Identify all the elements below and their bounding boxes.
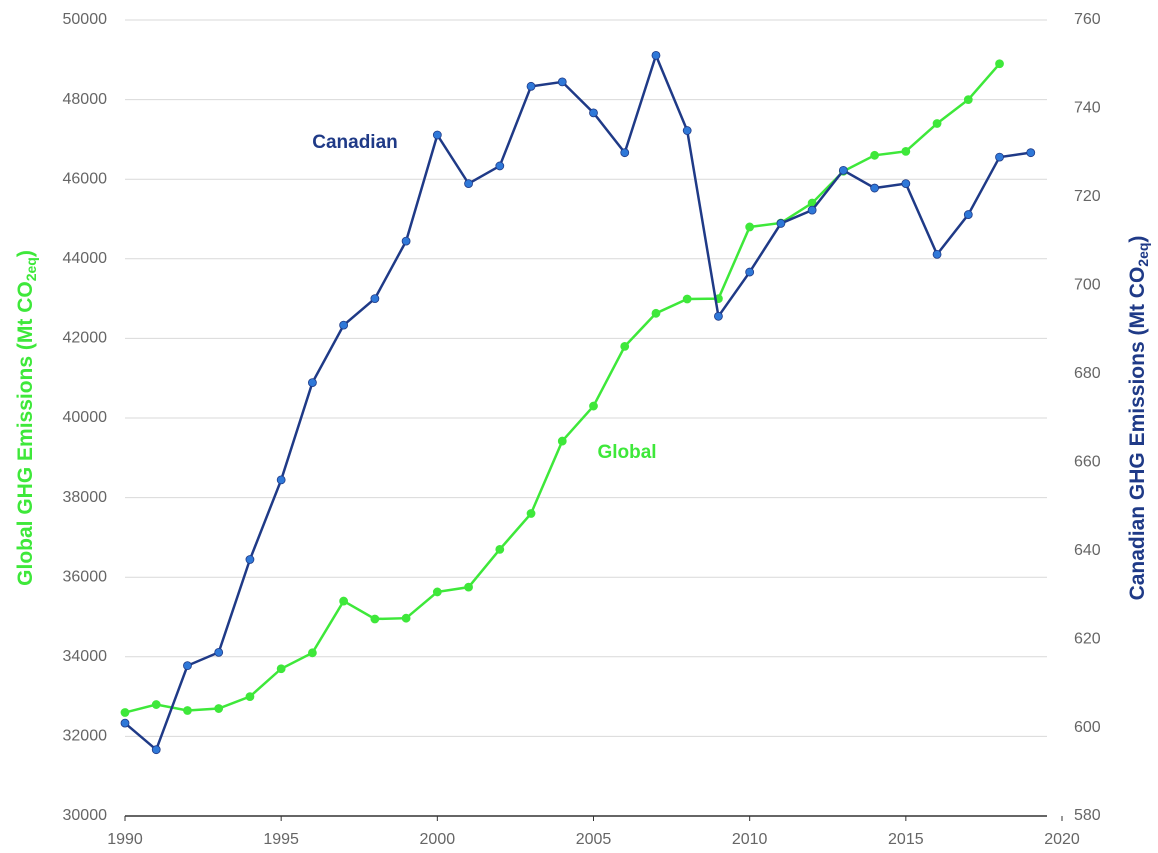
series-line <box>124 62 1001 714</box>
data-point <box>464 582 473 592</box>
data-point <box>870 150 879 160</box>
x-tick-label: 2015 <box>888 831 924 848</box>
data-point <box>620 148 630 158</box>
x-tick-label: 1995 <box>263 831 299 848</box>
data-point <box>214 647 224 657</box>
data-point <box>276 475 286 485</box>
y2-tick-label: 640 <box>1074 542 1101 559</box>
x-tick-label: 2020 <box>1044 831 1080 848</box>
data-point <box>214 704 224 713</box>
data-point <box>651 50 661 60</box>
x-tick-label: 1990 <box>107 831 143 848</box>
data-point <box>339 320 349 330</box>
data-point <box>557 436 567 446</box>
y2-tick-label: 660 <box>1074 453 1101 470</box>
y-tick-label: 32000 <box>63 728 108 745</box>
annotation: Global <box>597 442 656 463</box>
data-point <box>745 267 755 277</box>
y2-tick-label: 760 <box>1074 11 1101 28</box>
data-point <box>183 661 192 671</box>
y2-tick-label: 620 <box>1074 630 1101 647</box>
data-point <box>1026 148 1036 158</box>
y-axis-label-text: Global GHG Emissions (Mt CO <box>14 281 37 586</box>
data-point <box>339 596 349 606</box>
y-axis-label-sub: 2eq <box>23 257 39 281</box>
data-point <box>682 294 692 304</box>
data-point <box>995 152 1004 162</box>
data-point <box>901 179 911 189</box>
data-point <box>589 108 598 118</box>
y-tick-label: 30000 <box>63 807 108 824</box>
y-tick-label: 48000 <box>63 91 108 108</box>
y2-tick-label: 700 <box>1074 277 1101 294</box>
y2-tick-label: 680 <box>1074 365 1101 382</box>
x-tick-label: 2005 <box>576 831 612 848</box>
data-point <box>151 700 161 709</box>
y2-axis-label-sub: 2eq <box>1135 243 1151 267</box>
annotation: Canadian <box>312 132 398 153</box>
data-point <box>526 81 536 91</box>
data-point <box>276 664 286 674</box>
data-point <box>432 587 442 597</box>
data-point <box>995 59 1004 69</box>
y-tick-label: 34000 <box>63 648 108 665</box>
y-tick-label: 42000 <box>63 330 108 347</box>
data-point <box>870 183 879 193</box>
x-tick-label: 2000 <box>420 831 456 848</box>
data-point <box>526 509 536 518</box>
data-point <box>401 613 411 623</box>
data-point <box>963 210 973 219</box>
data-point <box>245 692 255 701</box>
data-point <box>370 614 380 624</box>
data-point <box>714 311 723 321</box>
data-point <box>557 77 567 87</box>
y-axis-label-end: ) <box>14 250 37 257</box>
y-tick-label: 38000 <box>63 489 108 506</box>
data-point <box>183 706 192 715</box>
data-point <box>432 130 442 140</box>
data-point <box>776 219 786 228</box>
y2-axis-label: Canadian GHG Emissions (Mt CO2eq) <box>1126 236 1151 601</box>
data-point <box>245 555 255 564</box>
series-line <box>124 51 1031 752</box>
data-point <box>963 95 973 104</box>
data-point <box>901 146 911 156</box>
data-point <box>401 236 411 246</box>
y-tick-label: 44000 <box>63 250 108 267</box>
data-point <box>307 648 317 658</box>
y-tick-label: 40000 <box>63 409 108 426</box>
data-point <box>651 308 661 318</box>
y2-tick-label: 600 <box>1074 719 1101 736</box>
data-point <box>932 119 942 128</box>
x-tick-label: 2010 <box>732 831 768 848</box>
data-point <box>151 745 161 755</box>
y2-tick-label: 580 <box>1074 807 1101 824</box>
y2-tick-label: 740 <box>1074 100 1101 117</box>
data-point <box>682 126 692 135</box>
data-point <box>589 401 598 411</box>
data-point <box>745 222 755 232</box>
data-point <box>838 165 848 175</box>
data-point <box>464 179 473 189</box>
data-point <box>495 544 505 554</box>
data-point <box>932 249 942 259</box>
y-tick-label: 50000 <box>63 11 108 28</box>
y-axis-label: Global GHG Emissions (Mt CO2eq) <box>14 250 39 586</box>
data-point <box>620 341 630 351</box>
y2-axis-label-text: Canadian GHG Emissions (Mt CO <box>1126 267 1149 601</box>
data-point <box>307 378 317 388</box>
data-point <box>807 205 817 215</box>
y-tick-label: 46000 <box>63 170 108 187</box>
data-point <box>370 294 380 304</box>
y2-tick-label: 720 <box>1074 188 1101 205</box>
data-point <box>120 718 130 728</box>
y-tick-label: 36000 <box>63 568 108 585</box>
data-point <box>495 161 505 171</box>
data-point <box>120 708 130 717</box>
y2-axis-label-end: ) <box>1126 236 1149 243</box>
